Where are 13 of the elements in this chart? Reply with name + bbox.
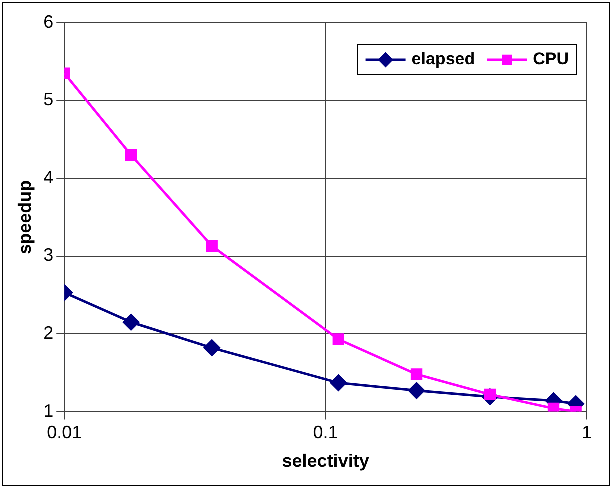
legend-label: elapsed: [412, 50, 476, 69]
x-axis-title: selectivity: [282, 451, 370, 472]
y-tick-label: 3: [44, 245, 54, 266]
y-tick-label: 1: [44, 400, 54, 421]
x-tick-label: 0.01: [47, 422, 82, 443]
y-axis-title: speedup: [14, 180, 35, 254]
y-tick-label: 6: [44, 12, 54, 32]
y-tick-label: 2: [44, 323, 54, 344]
x-tick-label: 1: [582, 422, 592, 443]
legend-label: CPU: [533, 50, 570, 69]
y-tick-label: 5: [44, 90, 54, 110]
y-tick-label: 4: [44, 167, 54, 188]
x-tick-label: 0.1: [313, 422, 338, 443]
